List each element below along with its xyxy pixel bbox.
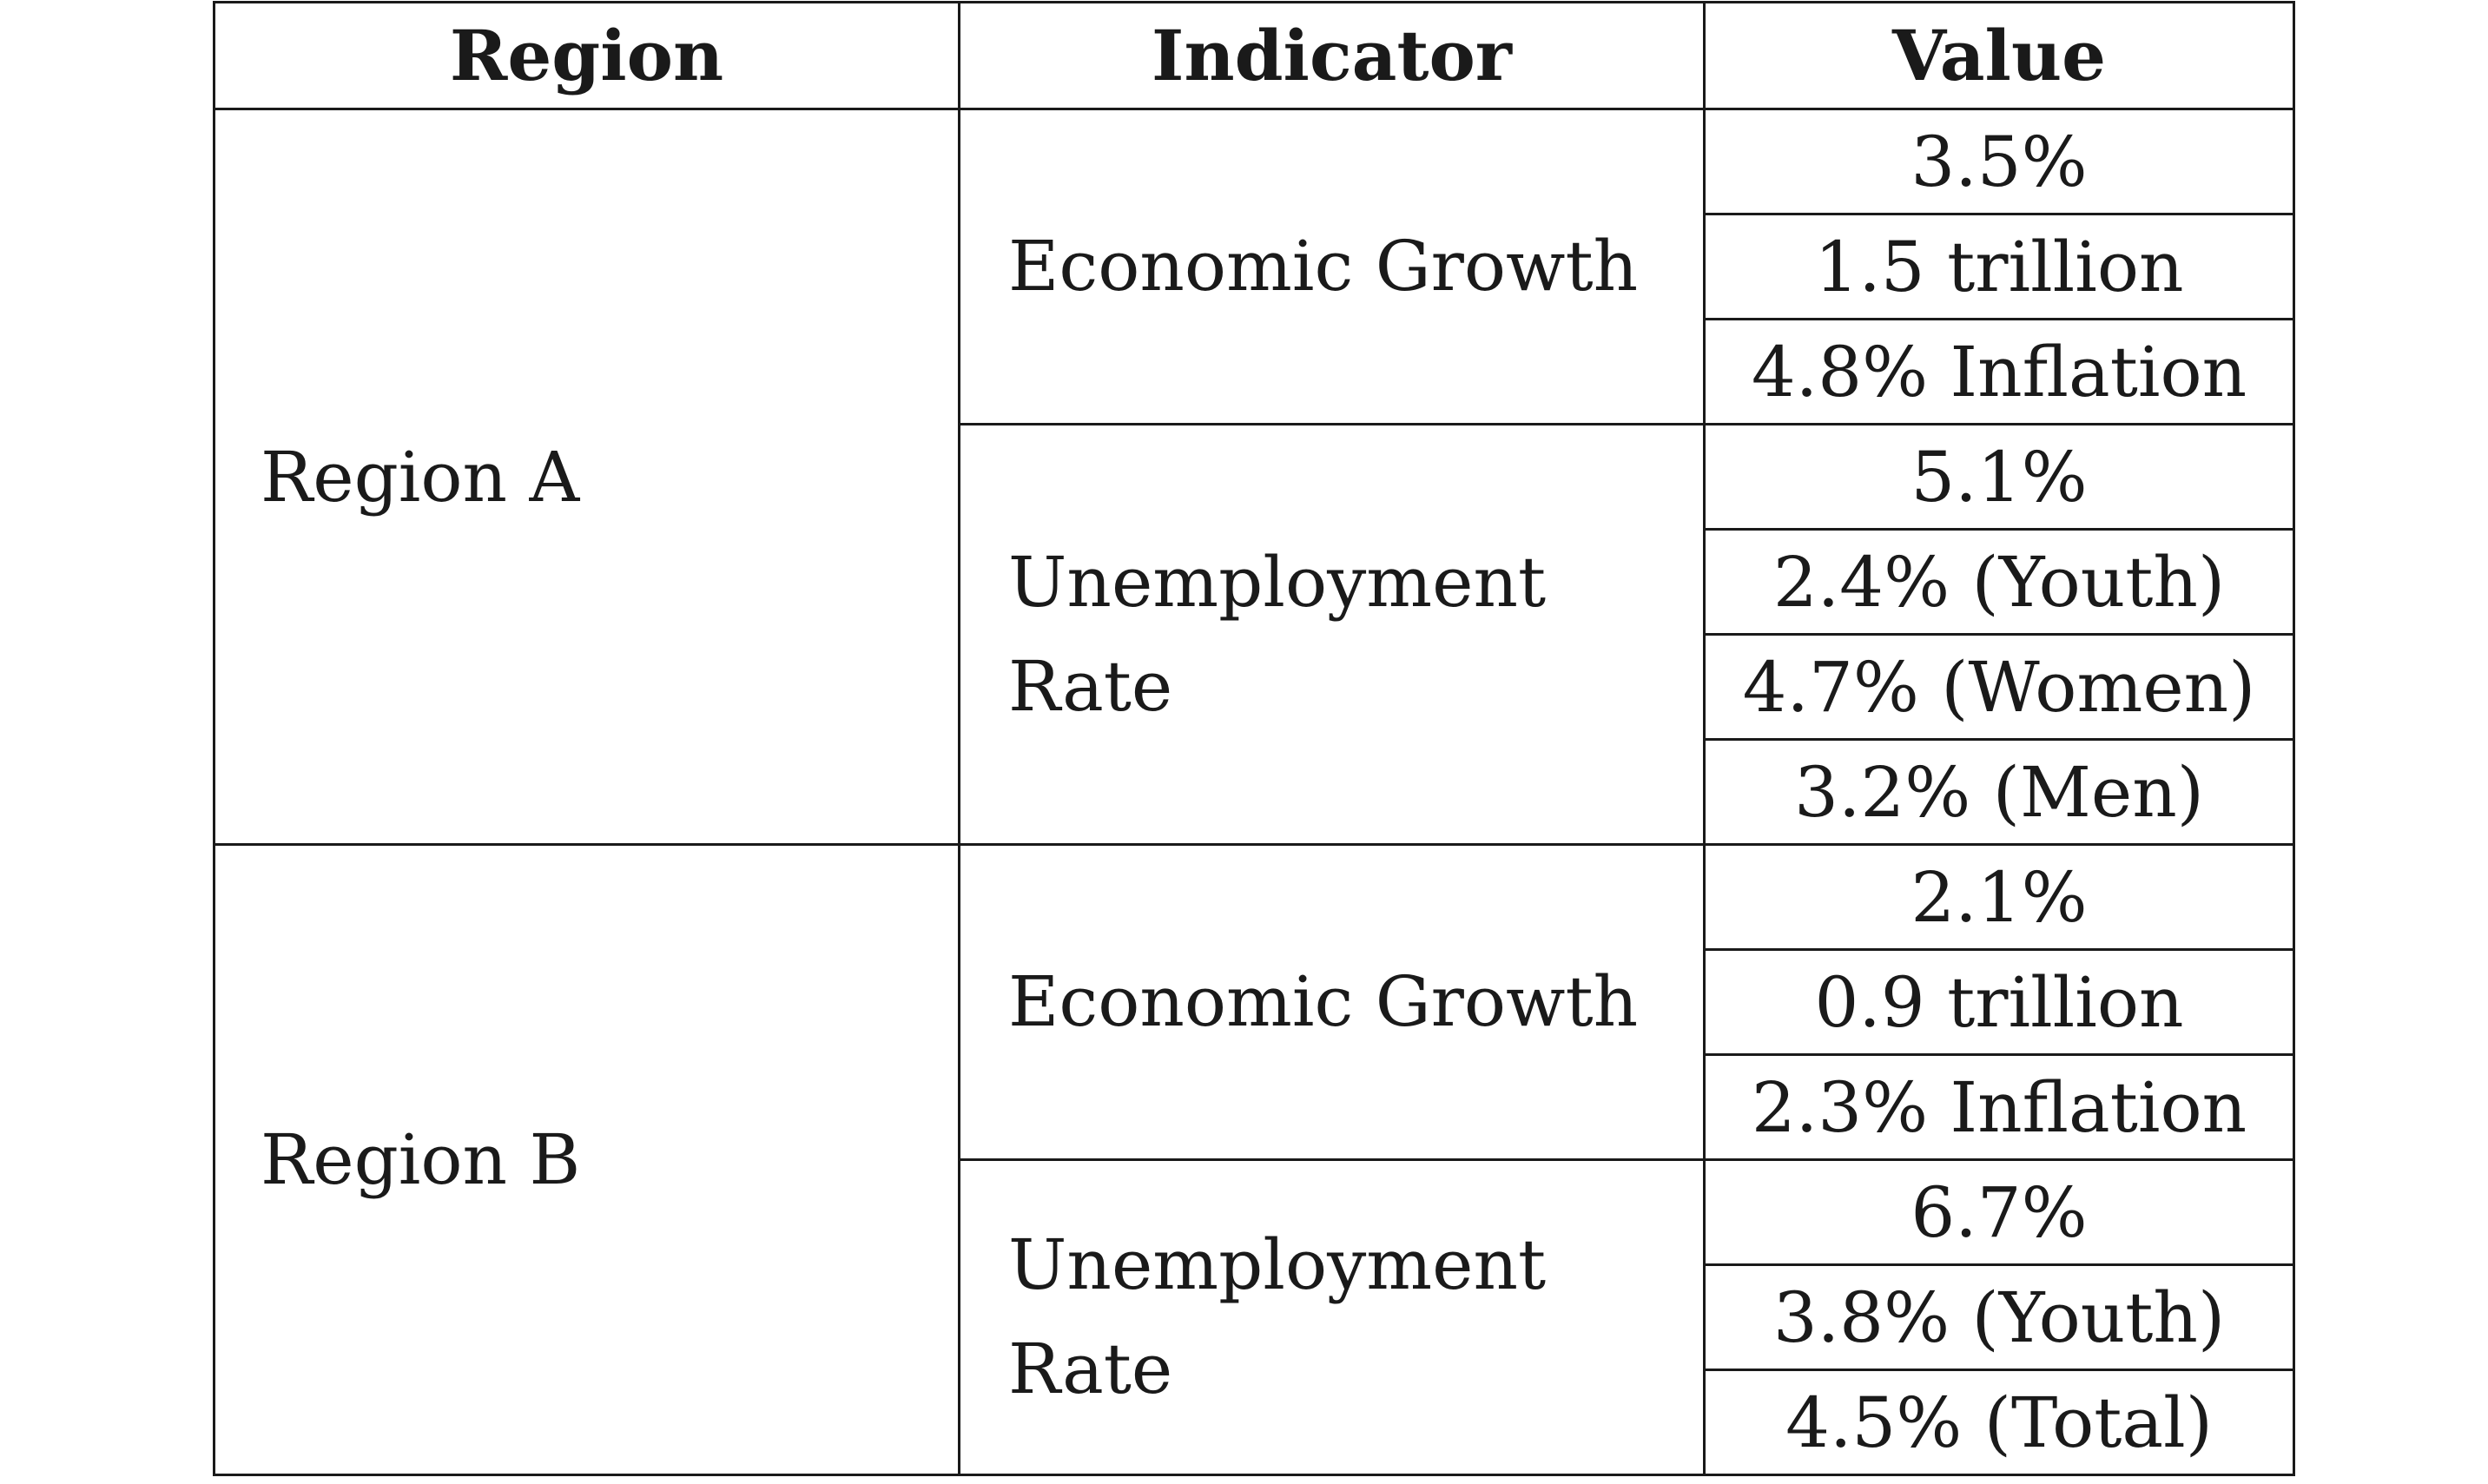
table-row: 3.2% (Men) bbox=[214, 738, 2295, 846]
value-cell: 0.9 trillion bbox=[1703, 948, 2295, 1056]
value-cell: 2.1% bbox=[1703, 843, 2295, 951]
table-row: 4.8% Inflation bbox=[214, 318, 2295, 425]
table-row: Region A Economic Growth 3.5% bbox=[213, 108, 2295, 846]
value-cell: 2.3% Inflation bbox=[1703, 1053, 2295, 1161]
table-row: Unemployment Rate 5.1% bbox=[214, 423, 2295, 846]
indicator-cell: Unemployment Rate bbox=[958, 1158, 1706, 1476]
table-row: 3.8% (Youth) bbox=[214, 1263, 2295, 1371]
column-header: Indicator bbox=[958, 1, 1706, 110]
value-cell: 3.5% bbox=[1703, 108, 2295, 215]
table-row: Region B Economic Growth 2.1% bbox=[213, 843, 2295, 1476]
indicator-cell: Unemployment Rate bbox=[958, 423, 1706, 846]
value-cell: 3.2% (Men) bbox=[1703, 738, 2295, 846]
table-row: Unemployment Rate 6.7% bbox=[214, 1158, 2295, 1476]
column-header: Region bbox=[213, 1, 960, 110]
region-cell: Region B bbox=[213, 843, 960, 1476]
value-cell: 4.7% (Women) bbox=[1703, 633, 2295, 741]
value-cell: 1.5 trillion bbox=[1703, 213, 2295, 320]
table-row: 4.7% (Women) bbox=[214, 633, 2295, 741]
value-cell: 2.4% (Youth) bbox=[1703, 528, 2295, 636]
indicator-cell: Economic Growth bbox=[958, 108, 1706, 425]
value-cell: 5.1% bbox=[1703, 423, 2295, 531]
value-cell: 3.8% (Youth) bbox=[1703, 1263, 2295, 1371]
value-cell: 4.5% (Total) bbox=[1703, 1369, 2295, 1476]
indicator-cell: Economic Growth bbox=[958, 843, 1706, 1161]
column-header: Value bbox=[1703, 1, 2295, 110]
data-table: Region Indicator Value Region A Economic… bbox=[213, 1, 2295, 1476]
table-row: 2.3% Inflation bbox=[214, 1053, 2295, 1161]
table-row: 0.9 trillion bbox=[214, 948, 2295, 1056]
value-cell: 4.8% Inflation bbox=[1703, 318, 2295, 425]
region-cell: Region A bbox=[213, 108, 960, 846]
table-row: 4.5% (Total) bbox=[214, 1369, 2295, 1476]
table-row: 1.5 trillion bbox=[214, 213, 2295, 320]
value-cell: 6.7% bbox=[1703, 1158, 2295, 1266]
table-row: 2.4% (Youth) bbox=[214, 528, 2295, 636]
header-row: Region Indicator Value bbox=[213, 1, 2295, 110]
